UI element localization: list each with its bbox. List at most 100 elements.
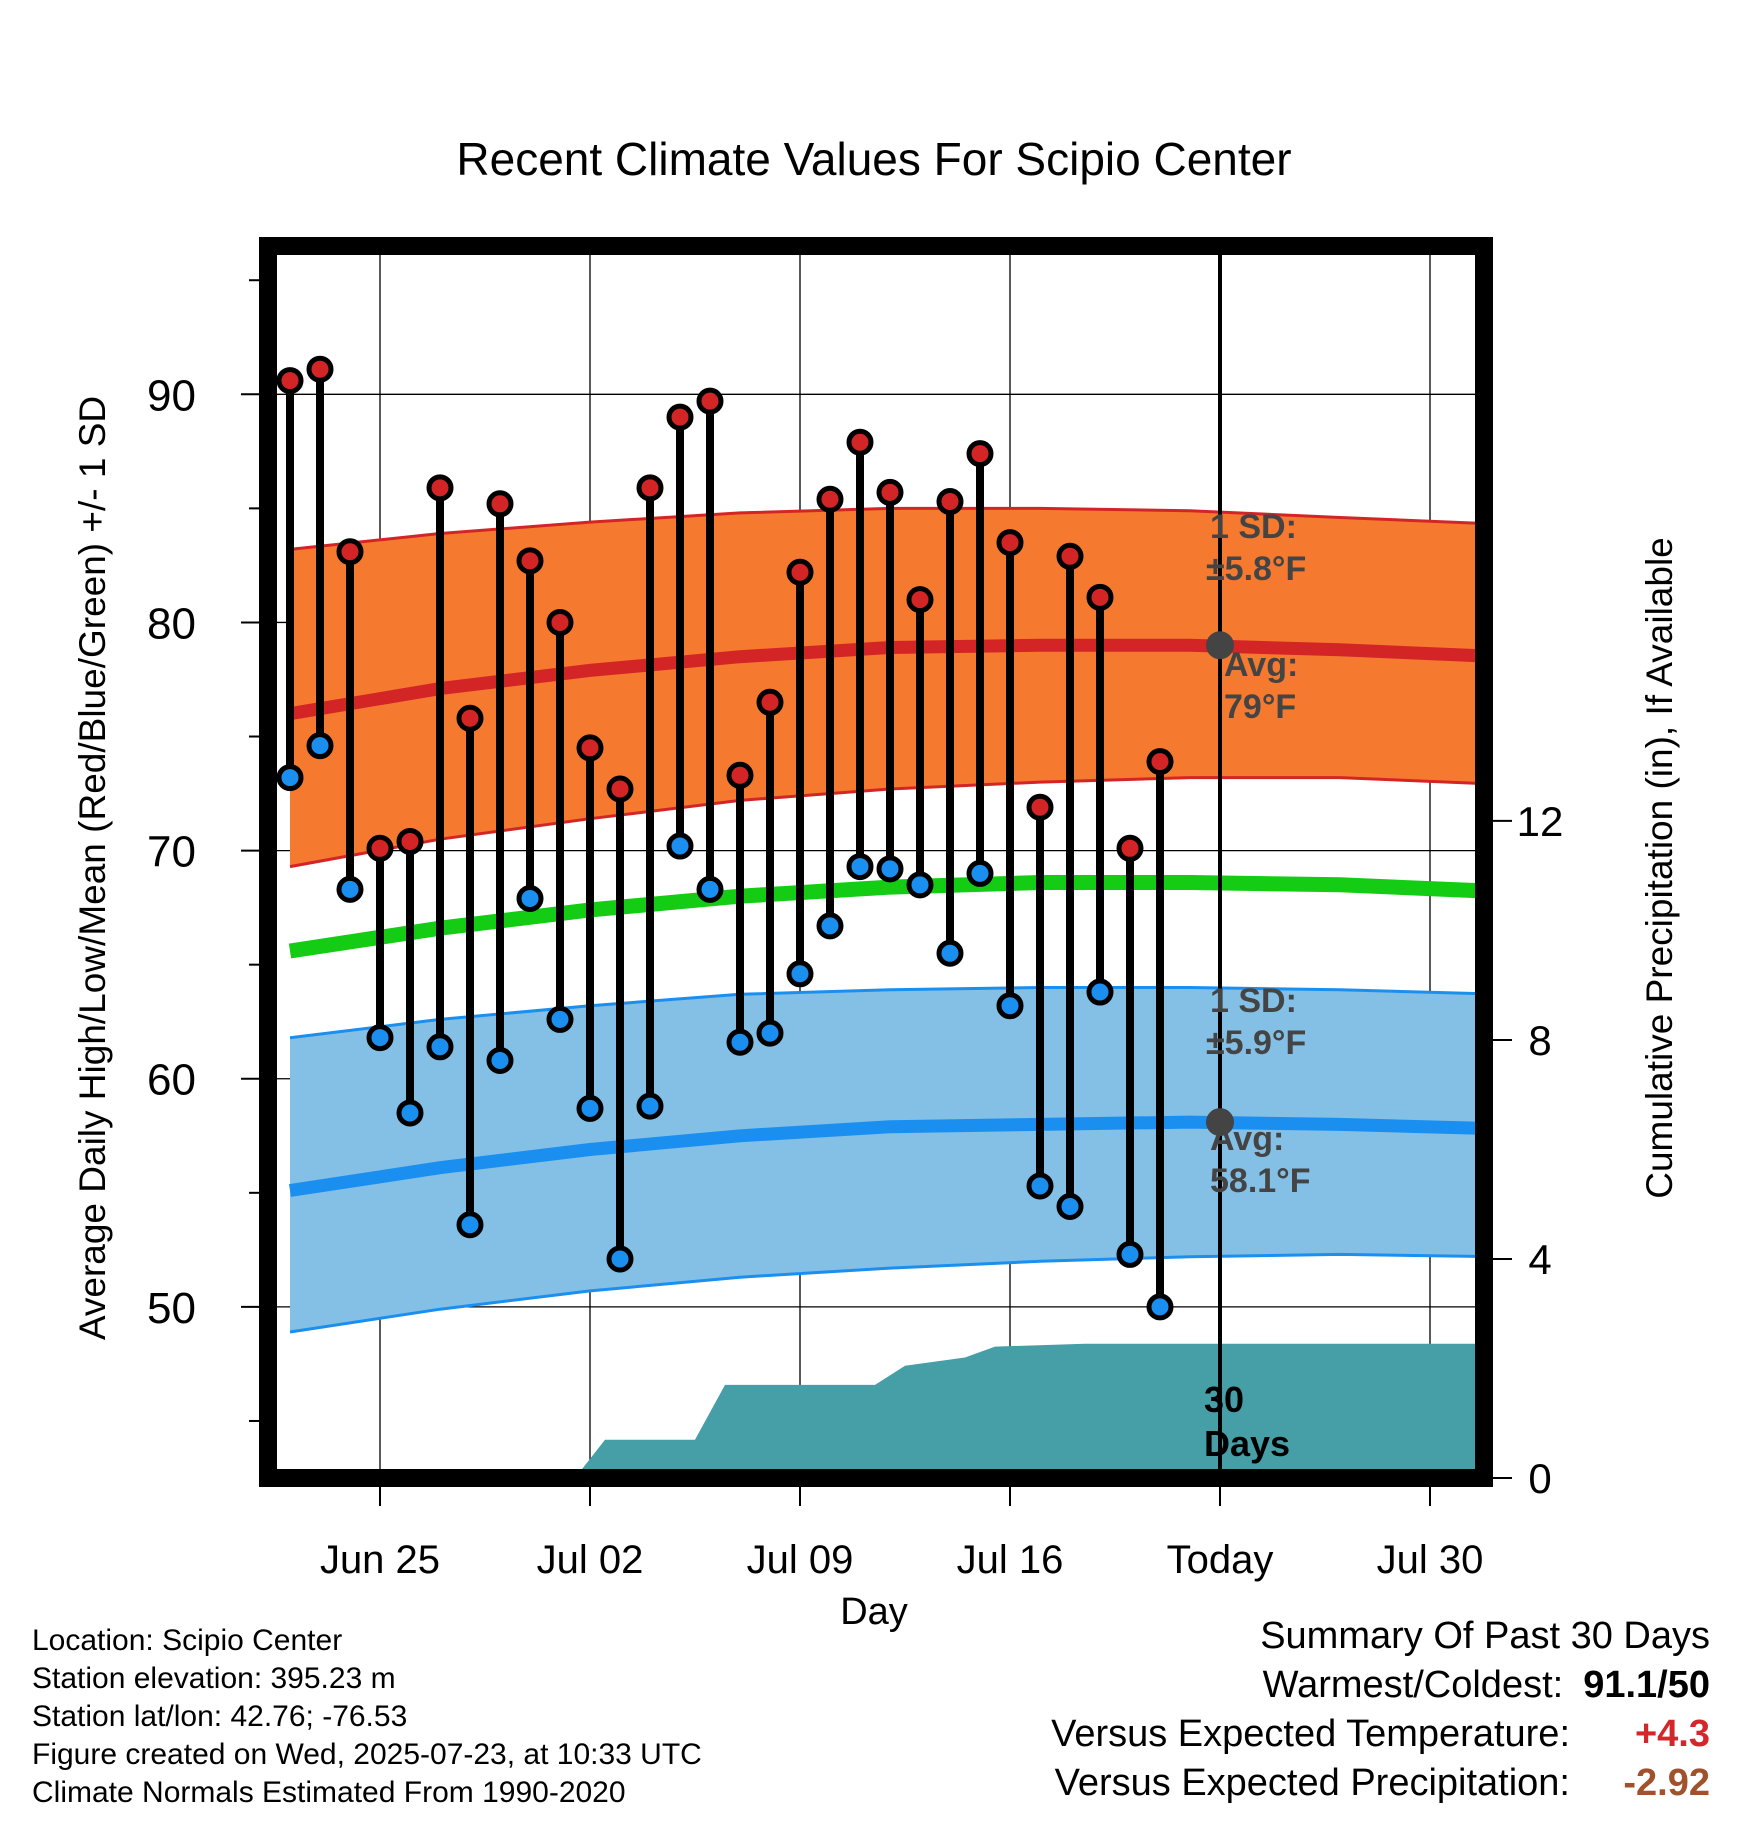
low-point [966, 859, 994, 887]
high-point [516, 547, 544, 575]
x-tick-label: Jul 09 [747, 1538, 854, 1582]
low-avg-label: Avg: [1210, 1120, 1284, 1158]
normals-text: Climate Normals Estimated From 1990-2020 [32, 1776, 626, 1809]
precip-value: -2.92 [1623, 1762, 1710, 1804]
low-point [816, 912, 844, 940]
summary-panel: Summary Of Past 30 Days Warmest/Coldest:… [1051, 1612, 1710, 1808]
plot-frame [259, 237, 1493, 1487]
high-point [1086, 583, 1114, 611]
low-point [756, 1019, 784, 1047]
high-point [396, 827, 424, 855]
low-point [636, 1092, 664, 1120]
high-point [456, 704, 484, 732]
high-point [276, 367, 304, 395]
plot-area: 1 SD: ±5.8°F Avg: 79°F 1 SD: ±5.9°F Avg: 58.1°F… [268, 246, 1484, 1478]
summary-temp-row: Versus Expected Temperature: +4.3 [1051, 1710, 1710, 1759]
high-point [726, 761, 754, 789]
high-point [816, 485, 844, 513]
high-point [936, 488, 964, 516]
warmest-label: Warmest/Coldest: [1262, 1664, 1564, 1706]
low-point [576, 1094, 604, 1122]
y-right-tick-label: 4 [1528, 1236, 1551, 1283]
mean-normal-line [288, 875, 1484, 959]
high-point [1026, 793, 1054, 821]
x-tick-label: Jul 30 [1377, 1538, 1484, 1582]
axes: 50 60 70 80 90 0 4 8 12 Jun 25 Jul 02 Jul 09 Jul 16 T… [147, 237, 1563, 1582]
high-point [606, 775, 634, 803]
low-point [276, 764, 304, 792]
high-point [756, 688, 784, 716]
low-point [996, 992, 1024, 1020]
low-point [1146, 1293, 1174, 1321]
x-tick-label: Today [1167, 1538, 1274, 1582]
high-point [1056, 542, 1084, 570]
low-point [876, 855, 904, 883]
warmest-value: 91.1/50 [1583, 1664, 1710, 1706]
high-point [546, 608, 574, 636]
days-word-label: Days [1204, 1423, 1290, 1464]
low-point [786, 960, 814, 988]
y-tick-label: 90 [147, 371, 196, 420]
station-info: Location: Scipio Center Station elevatio… [32, 1622, 702, 1812]
low-point [1116, 1240, 1144, 1268]
low-point [1026, 1172, 1054, 1200]
high-point [636, 474, 664, 502]
high-point [1116, 834, 1144, 862]
low-point [366, 1024, 394, 1052]
low-avg-value: 58.1°F [1210, 1162, 1311, 1200]
low-point [336, 875, 364, 903]
high-sd-value: ±5.8°F [1206, 550, 1306, 588]
location-text: Location: Scipio Center [32, 1624, 343, 1657]
y-right-tick-label: 0 [1528, 1455, 1551, 1502]
high-point [966, 440, 994, 468]
precip-area [575, 1343, 1484, 1478]
low-point [696, 875, 724, 903]
elevation-text: Station elevation: 395.23 m [32, 1662, 396, 1695]
y-tick-label: 80 [147, 599, 196, 648]
low-normal-line [289, 1115, 1484, 1197]
low-point [486, 1046, 514, 1074]
high-avg-label: Avg: [1224, 646, 1298, 684]
y-tick-label: 50 [147, 1284, 196, 1333]
high-sd-label: 1 SD: [1210, 508, 1297, 546]
low-point [306, 732, 334, 760]
high-point [1146, 748, 1174, 776]
low-point [726, 1028, 754, 1056]
low-point [1086, 978, 1114, 1006]
low-sd-label: 1 SD: [1210, 982, 1297, 1020]
high-point [906, 586, 934, 614]
y-tick-label: 70 [147, 828, 196, 877]
y-axis-label-left: Average Daily High/Low/Mean (Red/Blue/Gr… [72, 396, 113, 1340]
high-avg-value: 79°F [1224, 688, 1296, 726]
x-tick-label: Jul 16 [957, 1538, 1064, 1582]
high-point [426, 474, 454, 502]
high-point [696, 387, 724, 415]
summary-precip-row: Versus Expected Precipitation: -2.92 [1051, 1759, 1710, 1808]
high-point [876, 478, 904, 506]
low-point [1056, 1193, 1084, 1221]
high-point [366, 834, 394, 862]
low-point [426, 1033, 454, 1061]
low-point [666, 832, 694, 860]
low-point [396, 1099, 424, 1127]
low-point [516, 885, 544, 913]
high-point [306, 355, 334, 383]
x-axis-label: Day [840, 1591, 908, 1633]
high-point [846, 428, 874, 456]
high-point [996, 529, 1024, 557]
low-sd-lower-line [289, 1252, 1484, 1334]
chart-title: Recent Climate Values For Scipio Center [456, 133, 1291, 185]
low-point [456, 1211, 484, 1239]
created-text: Figure created on Wed, 2025-07-23, at 10… [32, 1738, 702, 1771]
today-avg-low-marker [1206, 1108, 1234, 1137]
high-point [486, 490, 514, 518]
low-sd-upper-line [289, 986, 1484, 1040]
summary-warmest-row: Warmest/Coldest: 91.1/50 [1051, 1661, 1710, 1710]
x-tick-label: Jun 25 [320, 1538, 440, 1582]
low-sd-value: ±5.9°F [1206, 1024, 1306, 1062]
plot-content: 1 SD: ±5.8°F Avg: 79°F 1 SD: ±5.9°F Avg: 58.1°F… [268, 246, 1484, 1478]
latlon-text: Station lat/lon: 42.76; -76.53 [32, 1700, 408, 1733]
low-point [546, 1005, 574, 1033]
days-count-label: 30 [1204, 1379, 1244, 1420]
